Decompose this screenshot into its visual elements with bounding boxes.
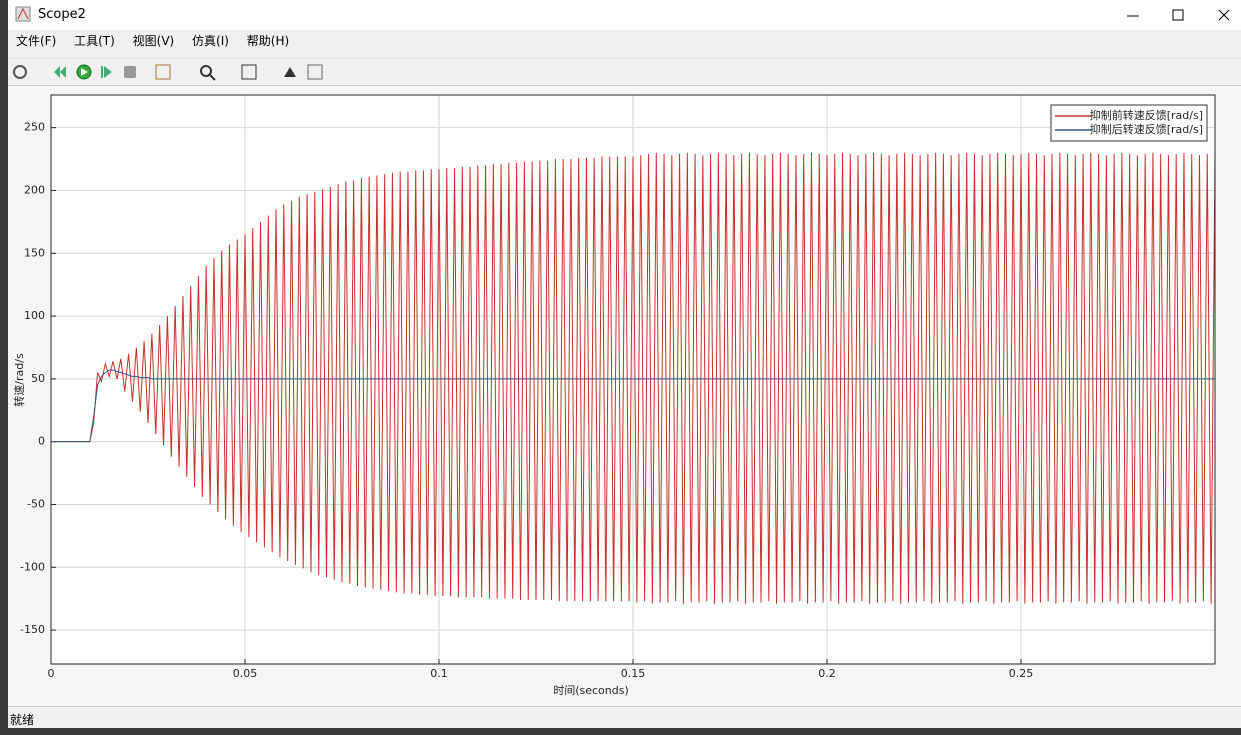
app-icon <box>15 6 31 22</box>
window-title: Scope2 <box>38 7 86 22</box>
toolbar <box>8 58 1241 86</box>
y-tick-label: -100 <box>20 560 45 573</box>
y-tick-label: 100 <box>24 309 45 322</box>
legend-label: 抑制后转速反馈[rad/s] <box>1090 122 1203 136</box>
x-tick-label: 0.1 <box>430 667 448 680</box>
y-tick-label: 0 <box>38 435 45 448</box>
chart: 时间(seconds) 转速/rad/s -150 -100 -50 0 50 100 15… <box>12 94 1216 697</box>
menu-item[interactable]: 帮助(H) <box>246 34 290 48</box>
legend-box <box>1050 104 1208 142</box>
x-tick-label: 0 <box>48 667 55 680</box>
y-tick-label: 50 <box>31 372 45 385</box>
y-tick-label: -50 <box>27 497 45 510</box>
y-tick-label: 150 <box>24 246 45 259</box>
y-tick-label: 250 <box>24 121 45 134</box>
x-tick-label: 0.25 <box>1009 667 1034 680</box>
axes-frame <box>50 94 1216 665</box>
x-tick-label: 0.2 <box>818 667 836 680</box>
series-line <box>51 369 1215 443</box>
title-bar: Scope2 <box>8 0 1241 30</box>
status-text: 就绪 <box>10 713 35 727</box>
x-tick-label: 0.15 <box>621 667 646 680</box>
menu-item[interactable]: 文件(F) <box>16 34 57 48</box>
menu-item[interactable]: 视图(V) <box>132 34 175 48</box>
y-tick-label: 200 <box>24 183 45 196</box>
legend-label: 抑制前转速反馈[rad/s] <box>1090 108 1203 122</box>
scope-window: Scope2 文件(F) 工具(T) 视图(V) 仿真(I) 帮助(H) 时间(… <box>8 0 1241 728</box>
menu-bar: 文件(F) 工具(T) 视图(V) 仿真(I) 帮助(H) <box>8 32 295 54</box>
toolbar-icons[interactable] <box>8 59 348 85</box>
status-bar: 就绪 <box>8 706 1241 729</box>
menu-item[interactable]: 仿真(I) <box>192 34 229 48</box>
plot-area: 时间(seconds) 转速/rad/s -150 -100 -50 0 50 100 15… <box>8 86 1241 706</box>
y-tick-label: -150 <box>20 623 45 636</box>
x-axis-label: 时间(seconds) <box>553 684 629 697</box>
menu-item[interactable]: 工具(T) <box>74 34 115 48</box>
y-axis-label: 转速/rad/s <box>12 353 26 407</box>
legend: 抑制前转速反馈[rad/s]抑制后转速反馈[rad/s] <box>1050 104 1208 142</box>
window-controls[interactable] <box>1111 0 1241 30</box>
x-tick-label: 0.05 <box>233 667 258 680</box>
